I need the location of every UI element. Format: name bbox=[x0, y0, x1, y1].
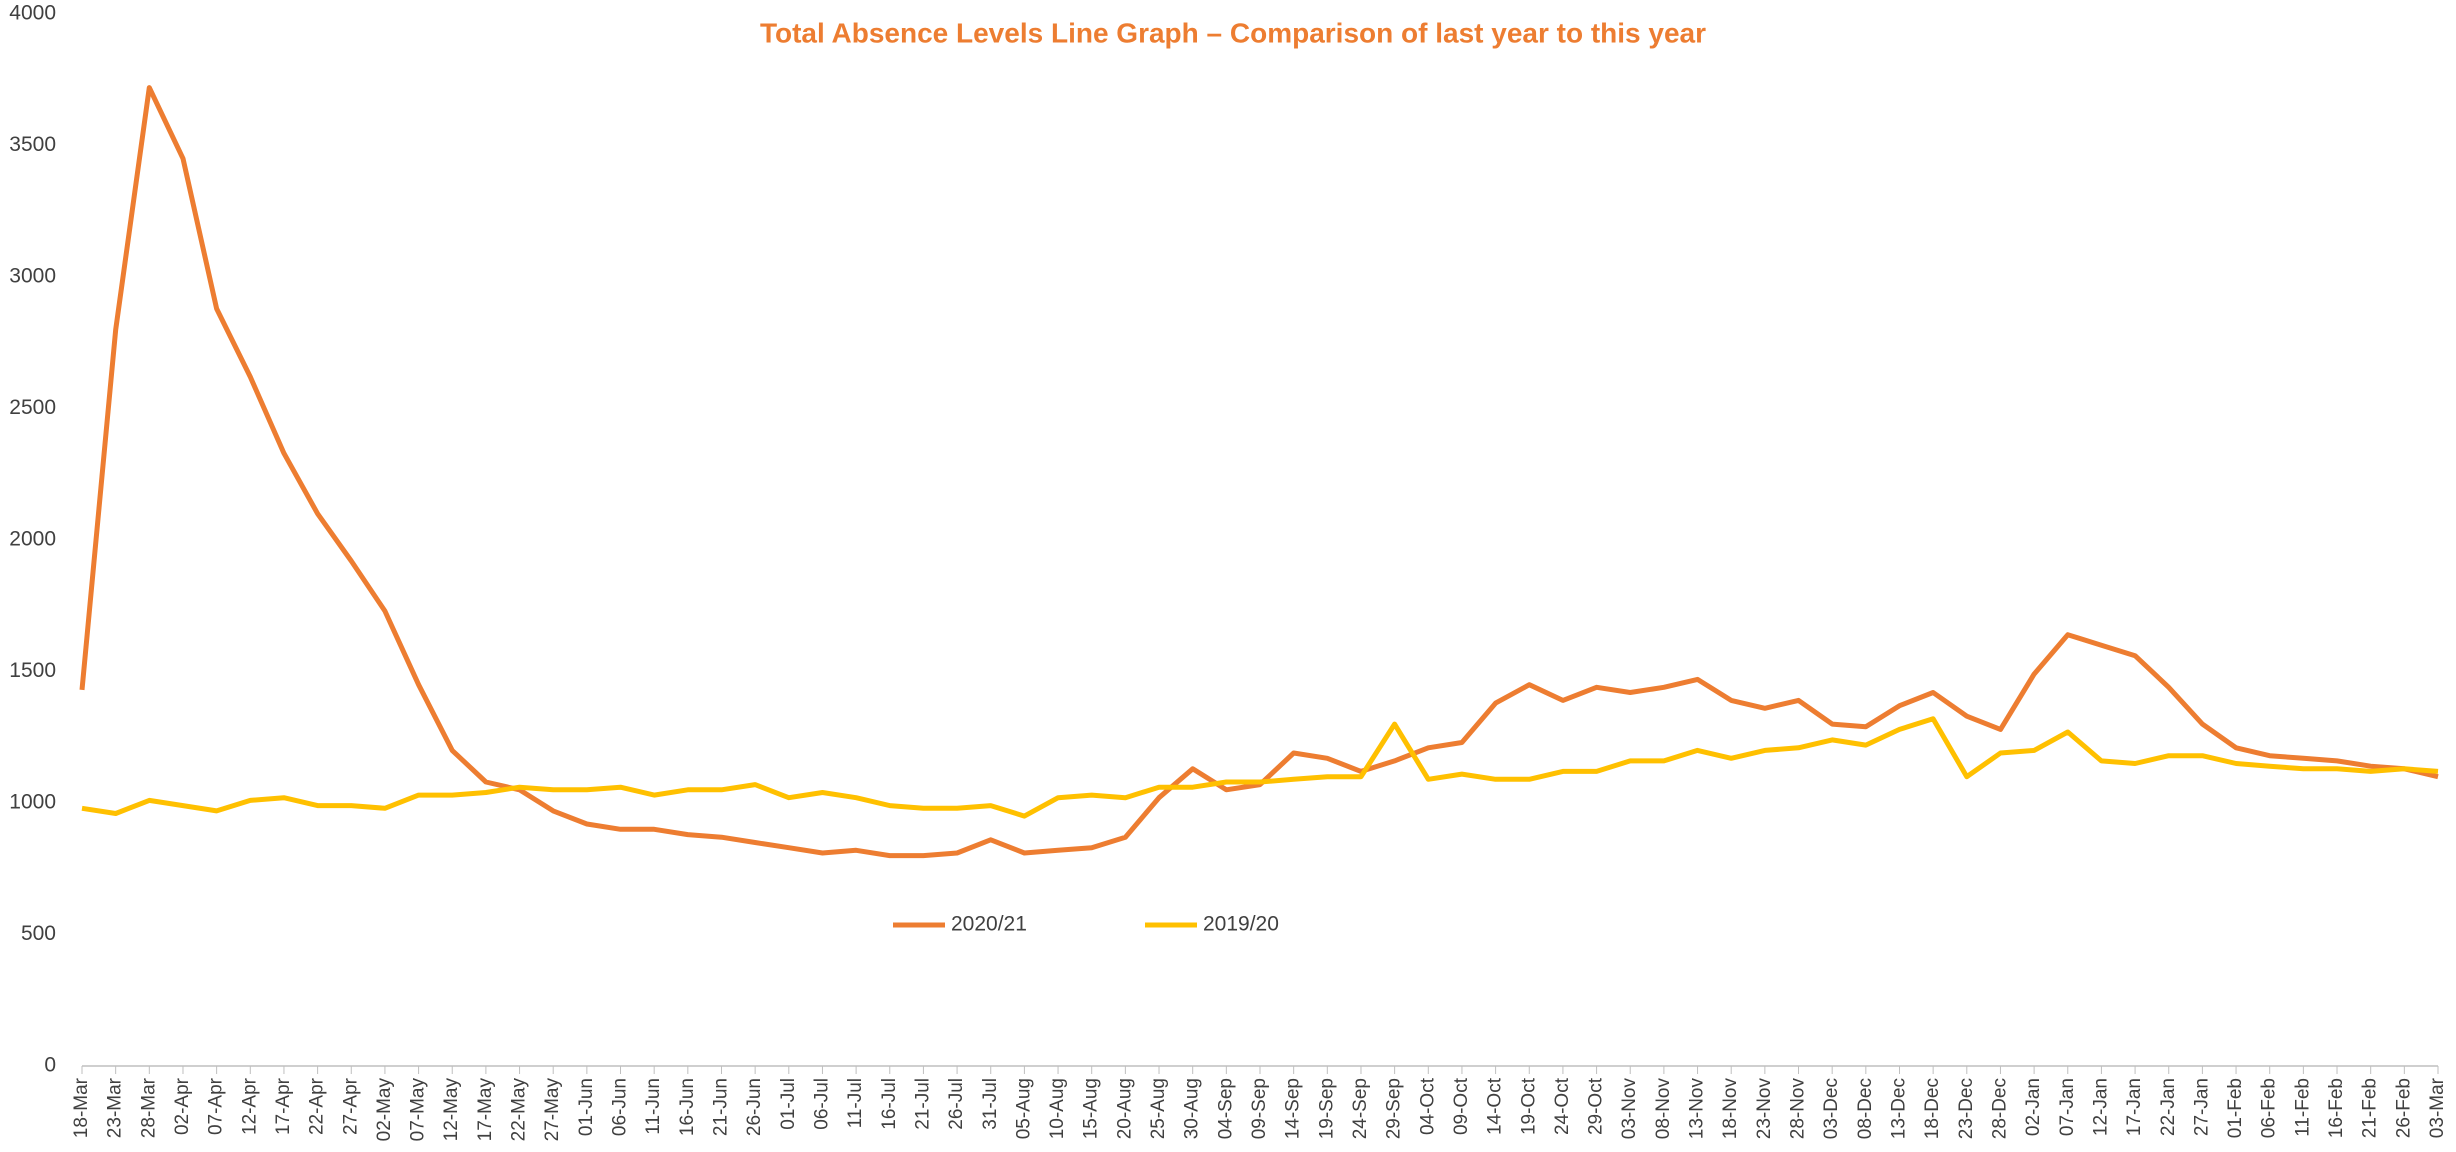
x-tick-label: 30-Aug bbox=[1182, 1078, 1203, 1139]
x-tick-label: 25-Aug bbox=[1148, 1078, 1169, 1139]
x-tick-label: 17-Jan bbox=[2124, 1078, 2145, 1136]
x-tick-label: 11-Feb bbox=[2292, 1078, 2313, 1137]
x-tick-label: 16-Feb bbox=[2326, 1078, 2347, 1138]
x-tick-label: 07-Apr bbox=[206, 1077, 227, 1135]
x-tick-label: 27-Jan bbox=[2191, 1078, 2212, 1136]
x-tick-label: 10-Aug bbox=[1047, 1078, 1068, 1139]
y-tick-label: 500 bbox=[21, 922, 56, 945]
x-tick-label: 26-Feb bbox=[2393, 1078, 2414, 1138]
y-tick-label: 3500 bbox=[9, 133, 56, 156]
x-tick-label: 14-Oct bbox=[1485, 1077, 1506, 1135]
x-tick-label: 22-May bbox=[509, 1078, 530, 1142]
x-tick-label: 16-Jun bbox=[677, 1078, 698, 1136]
x-tick-label: 13-Dec bbox=[1889, 1078, 1910, 1139]
x-tick-label: 05-Aug bbox=[1013, 1078, 1034, 1139]
x-tick-label: 02-Jan bbox=[2023, 1078, 2044, 1136]
x-tick-label: 21-Jun bbox=[711, 1078, 732, 1136]
x-tick-label: 21-Feb bbox=[2360, 1078, 2381, 1138]
x-tick-label: 29-Sep bbox=[1384, 1078, 1405, 1139]
x-tick-label: 13-Nov bbox=[1687, 1078, 1708, 1140]
x-tick-label: 03-Nov bbox=[1619, 1078, 1640, 1140]
x-tick-label: 09-Oct bbox=[1451, 1077, 1472, 1135]
x-tick-label: 22-Jan bbox=[2158, 1078, 2179, 1136]
x-tick-label: 18-Nov bbox=[1720, 1078, 1741, 1140]
x-tick-label: 08-Dec bbox=[1855, 1078, 1876, 1139]
x-tick-label: 31-Jul bbox=[980, 1078, 1001, 1130]
series-line bbox=[81, 716, 2439, 819]
x-tick-label: 22-Apr bbox=[307, 1077, 328, 1135]
x-tick-label: 23-Dec bbox=[1956, 1078, 1977, 1139]
x-tick-label: 04-Sep bbox=[1215, 1078, 1236, 1139]
y-tick-label: 1000 bbox=[9, 791, 56, 814]
x-tick-label: 01-Jul bbox=[778, 1078, 799, 1130]
x-tick-label: 15-Aug bbox=[1081, 1078, 1102, 1139]
y-tick-label: 4000 bbox=[9, 2, 56, 25]
x-tick-label: 11-Jul bbox=[845, 1078, 866, 1128]
x-tick-label: 02-May bbox=[374, 1078, 395, 1142]
x-tick-label: 14-Sep bbox=[1283, 1078, 1304, 1139]
x-tick-label: 01-Feb bbox=[2225, 1078, 2246, 1138]
y-tick-label: 2000 bbox=[9, 528, 56, 551]
x-tick-label: 11-Jun bbox=[643, 1078, 664, 1135]
x-tick-label: 21-Jul bbox=[912, 1078, 933, 1130]
x-tick-label: 07-May bbox=[408, 1078, 429, 1142]
x-tick-label: 26-Jul bbox=[946, 1078, 967, 1130]
legend-label: 2019/20 bbox=[1203, 913, 1279, 936]
x-tick-label: 03-Mar bbox=[2427, 1077, 2448, 1138]
x-tick-label: 04-Oct bbox=[1417, 1077, 1438, 1135]
y-tick-label: 3000 bbox=[9, 265, 56, 288]
x-tick-label: 23-Mar bbox=[105, 1077, 126, 1138]
chart-title: Total Absence Levels Line Graph – Compar… bbox=[760, 17, 1706, 48]
x-tick-label: 08-Nov bbox=[1653, 1078, 1674, 1140]
x-tick-label: 23-Nov bbox=[1754, 1078, 1775, 1140]
x-tick-label: 17-May bbox=[475, 1078, 496, 1142]
x-tick-label: 01-Jun bbox=[576, 1078, 597, 1136]
x-tick-label: 16-Jul bbox=[879, 1078, 900, 1130]
x-tick-label: 18-Dec bbox=[1922, 1078, 1943, 1139]
x-tick-label: 19-Oct bbox=[1518, 1077, 1539, 1135]
x-tick-label: 03-Dec bbox=[1821, 1078, 1842, 1139]
x-tick-label: 29-Oct bbox=[1586, 1077, 1607, 1135]
x-tick-label: 24-Sep bbox=[1350, 1078, 1371, 1139]
series-line bbox=[79, 85, 2439, 859]
legend-label: 2020/21 bbox=[951, 913, 1027, 936]
x-tick-label: 28-Nov bbox=[1788, 1078, 1809, 1140]
x-tick-label: 07-Jan bbox=[2057, 1078, 2078, 1136]
x-tick-label: 17-Apr bbox=[273, 1077, 294, 1135]
y-tick-label: 2500 bbox=[9, 396, 56, 419]
x-tick-label: 02-Apr bbox=[172, 1077, 193, 1135]
x-tick-label: 09-Sep bbox=[1249, 1078, 1270, 1139]
x-tick-label: 19-Sep bbox=[1316, 1078, 1337, 1139]
y-tick-label: 0 bbox=[44, 1054, 56, 1077]
x-tick-label: 12-Jan bbox=[2090, 1078, 2111, 1136]
x-tick-label: 12-Apr bbox=[239, 1077, 260, 1135]
y-tick-label: 1500 bbox=[9, 659, 56, 682]
x-tick-label: 28-Mar bbox=[138, 1077, 159, 1138]
x-tick-label: 18-Mar bbox=[71, 1077, 92, 1138]
x-tick-label: 06-Jul bbox=[811, 1078, 832, 1130]
x-tick-label: 06-Jun bbox=[610, 1078, 631, 1136]
x-tick-label: 27-Apr bbox=[340, 1077, 361, 1135]
x-tick-label: 26-Jun bbox=[744, 1078, 765, 1136]
x-tick-label: 12-May bbox=[441, 1078, 462, 1142]
x-tick-label: 24-Oct bbox=[1552, 1077, 1573, 1135]
x-tick-label: 20-Aug bbox=[1114, 1078, 1135, 1139]
x-tick-label: 27-May bbox=[542, 1078, 563, 1142]
x-tick-label: 28-Dec bbox=[1989, 1078, 2010, 1139]
x-tick-label: 06-Feb bbox=[2259, 1078, 2280, 1138]
